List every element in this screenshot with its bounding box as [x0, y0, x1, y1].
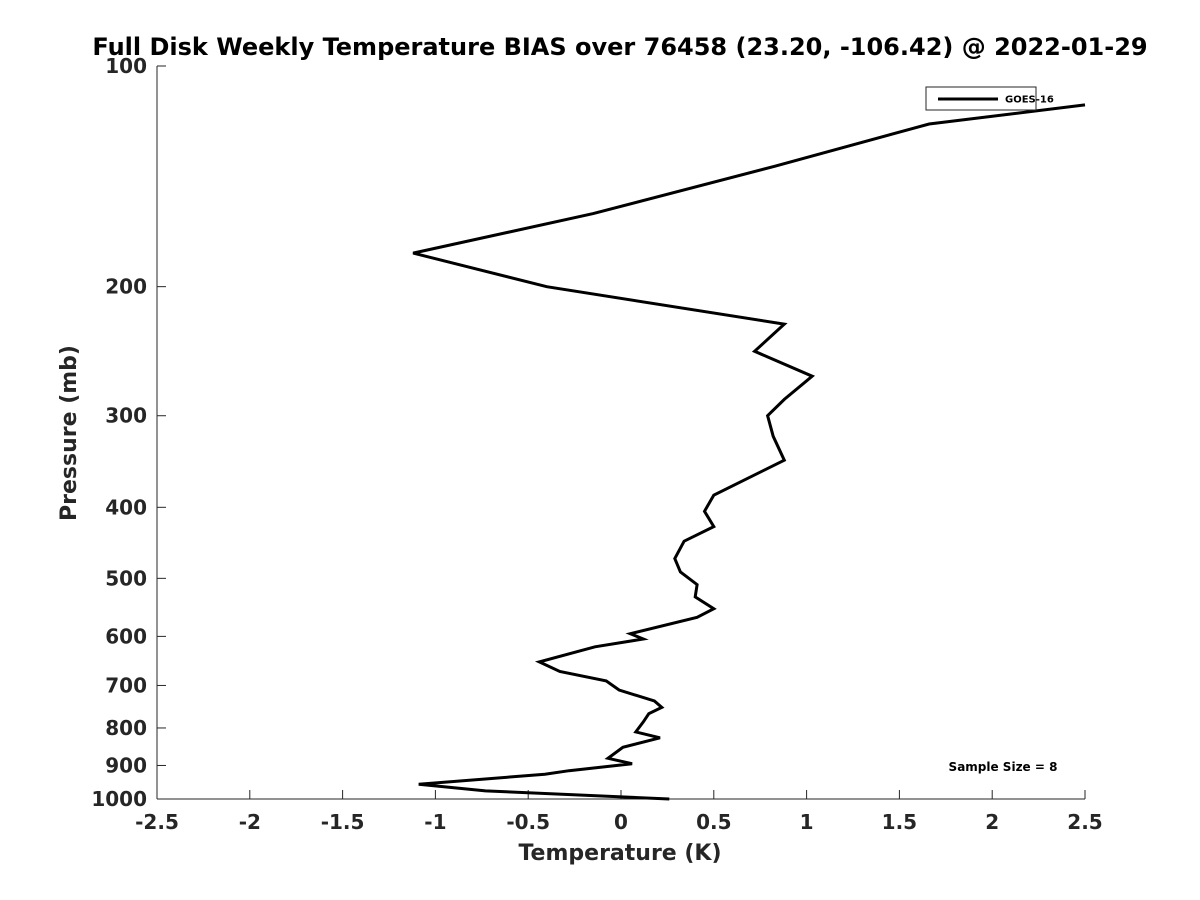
y-tick-label: 800 — [105, 716, 147, 740]
y-tick-label: 300 — [105, 404, 147, 428]
x-tick-label: -1 — [424, 810, 446, 834]
x-tick-label: -1.5 — [321, 810, 365, 834]
x-tick-label: -2.5 — [135, 810, 179, 834]
x-tick-label: 0 — [614, 810, 628, 834]
plot-area: -2.5 -2 -1.5 -1 -0.5 0 0.5 1 1.5 2 2.5 100 200 300 40… — [91, 54, 1102, 834]
x-axis-label: Temperature (K) — [518, 841, 721, 866]
sample-size-annotation: Sample Size = 8 — [949, 760, 1058, 774]
y-ticks: 100 200 300 400 500 600 700 800 900 1000 — [91, 54, 166, 811]
x-tick-label: 2.5 — [1067, 810, 1102, 834]
x-tick-label: 1 — [800, 810, 814, 834]
y-tick-label: 100 — [105, 54, 147, 78]
legend: GOES-16 — [925, 86, 1054, 111]
legend-label-goes16: GOES-16 — [1005, 95, 1054, 106]
x-ticks: -2.5 -2 -1.5 -1 -0.5 0 0.5 1 1.5 2 2.5 — [135, 790, 1103, 834]
x-tick-label: -2 — [239, 810, 261, 834]
chart-title: Full Disk Weekly Temperature BIAS over 7… — [92, 33, 1147, 61]
y-tick-label: 700 — [105, 673, 147, 697]
y-tick-label: 200 — [105, 275, 147, 299]
y-tick-label: 900 — [105, 753, 147, 777]
y-tick-label: 400 — [105, 495, 147, 519]
y-axis-label: Pressure (mb) — [57, 345, 82, 521]
y-tick-label: 600 — [105, 624, 147, 648]
x-tick-label: -0.5 — [506, 810, 550, 834]
x-tick-label: 2 — [985, 810, 999, 834]
series-line-goes16 — [412, 103, 1086, 801]
y-tick-label: 1000 — [91, 787, 147, 811]
x-tick-label: 0.5 — [696, 810, 731, 834]
y-tick-label: 500 — [105, 566, 147, 590]
x-tick-label: 1.5 — [882, 810, 917, 834]
